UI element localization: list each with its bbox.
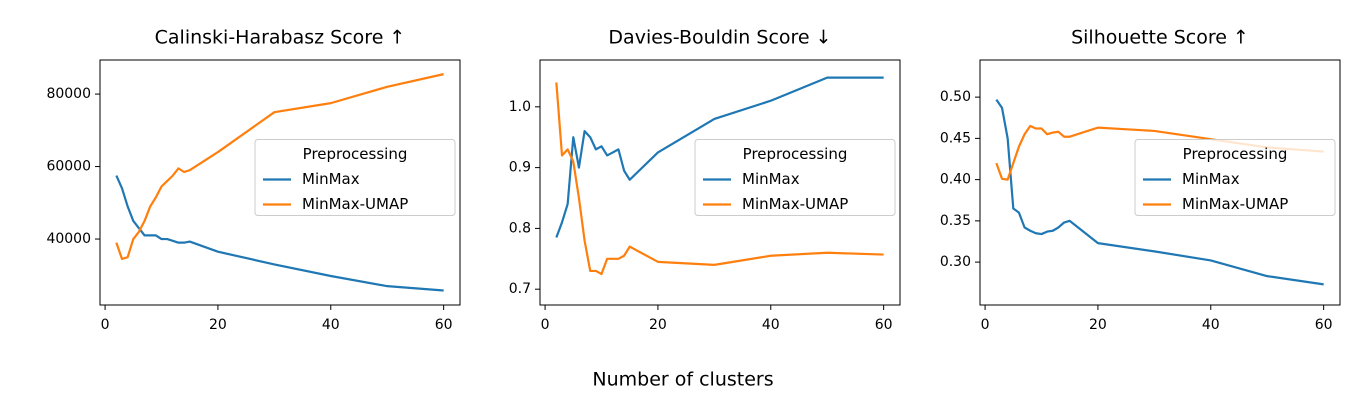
legend-label: MinMax xyxy=(1182,170,1240,188)
legend-label: MinMax xyxy=(302,170,360,188)
x-tick-label: 20 xyxy=(1089,317,1107,333)
legend-box xyxy=(694,139,896,216)
legend-box xyxy=(254,139,456,216)
x-tick-label: 0 xyxy=(101,317,110,333)
y-tick-label: 0.45 xyxy=(940,130,971,146)
legend-label: MinMax-UMAP xyxy=(742,195,848,213)
y-tick-label: 60000 xyxy=(46,159,91,175)
y-tick-label: 0.8 xyxy=(509,220,531,236)
y-tick-label: 0.9 xyxy=(509,160,531,176)
x-tick-label: 0 xyxy=(981,317,990,333)
x-tick-label: 40 xyxy=(322,317,340,333)
y-tick-label: 1.0 xyxy=(509,99,531,115)
x-tick-label: 20 xyxy=(209,317,227,333)
axes-frame xyxy=(979,59,1341,306)
legend-title: Preprocessing xyxy=(1183,145,1288,163)
chart-title: Davies-Bouldin Score ↓ xyxy=(608,27,831,49)
axes-frame xyxy=(539,59,901,306)
x-tick-label: 60 xyxy=(435,317,453,333)
y-tick-label: 80000 xyxy=(46,86,91,102)
line xyxy=(555,82,884,276)
y-tick-label: 0.35 xyxy=(940,213,971,229)
legend-label: MinMax-UMAP xyxy=(302,195,408,213)
legend-label: MinMax-UMAP xyxy=(1182,195,1288,213)
x-tick-label: 60 xyxy=(1315,317,1333,333)
y-tick-label: 40000 xyxy=(46,231,91,247)
x-tick-label: 40 xyxy=(762,317,780,333)
x-tick-label: 40 xyxy=(1202,317,1220,333)
x-tick-label: 20 xyxy=(649,317,667,333)
chart-title: Calinski-Harabasz Score ↑ xyxy=(155,27,406,49)
line xyxy=(115,73,444,261)
y-tick-label: 0.40 xyxy=(940,172,971,188)
line xyxy=(995,98,1324,286)
legend-title: Preprocessing xyxy=(303,145,408,163)
y-tick-label: 0.7 xyxy=(509,281,531,297)
line xyxy=(555,76,884,238)
y-tick-label: 0.30 xyxy=(940,254,971,270)
chart-title: Silhouette Score ↑ xyxy=(1071,27,1249,49)
line xyxy=(115,175,444,292)
x-axis-label: Number of clusters xyxy=(592,369,773,391)
x-tick-label: 60 xyxy=(875,317,893,333)
x-tick-label: 0 xyxy=(541,317,550,333)
line xyxy=(995,124,1324,181)
legend-label: MinMax xyxy=(742,170,800,188)
axes-frame xyxy=(99,59,461,306)
legend-box xyxy=(1134,139,1336,216)
legend-title: Preprocessing xyxy=(743,145,848,163)
y-tick-label: 0.50 xyxy=(940,89,971,105)
